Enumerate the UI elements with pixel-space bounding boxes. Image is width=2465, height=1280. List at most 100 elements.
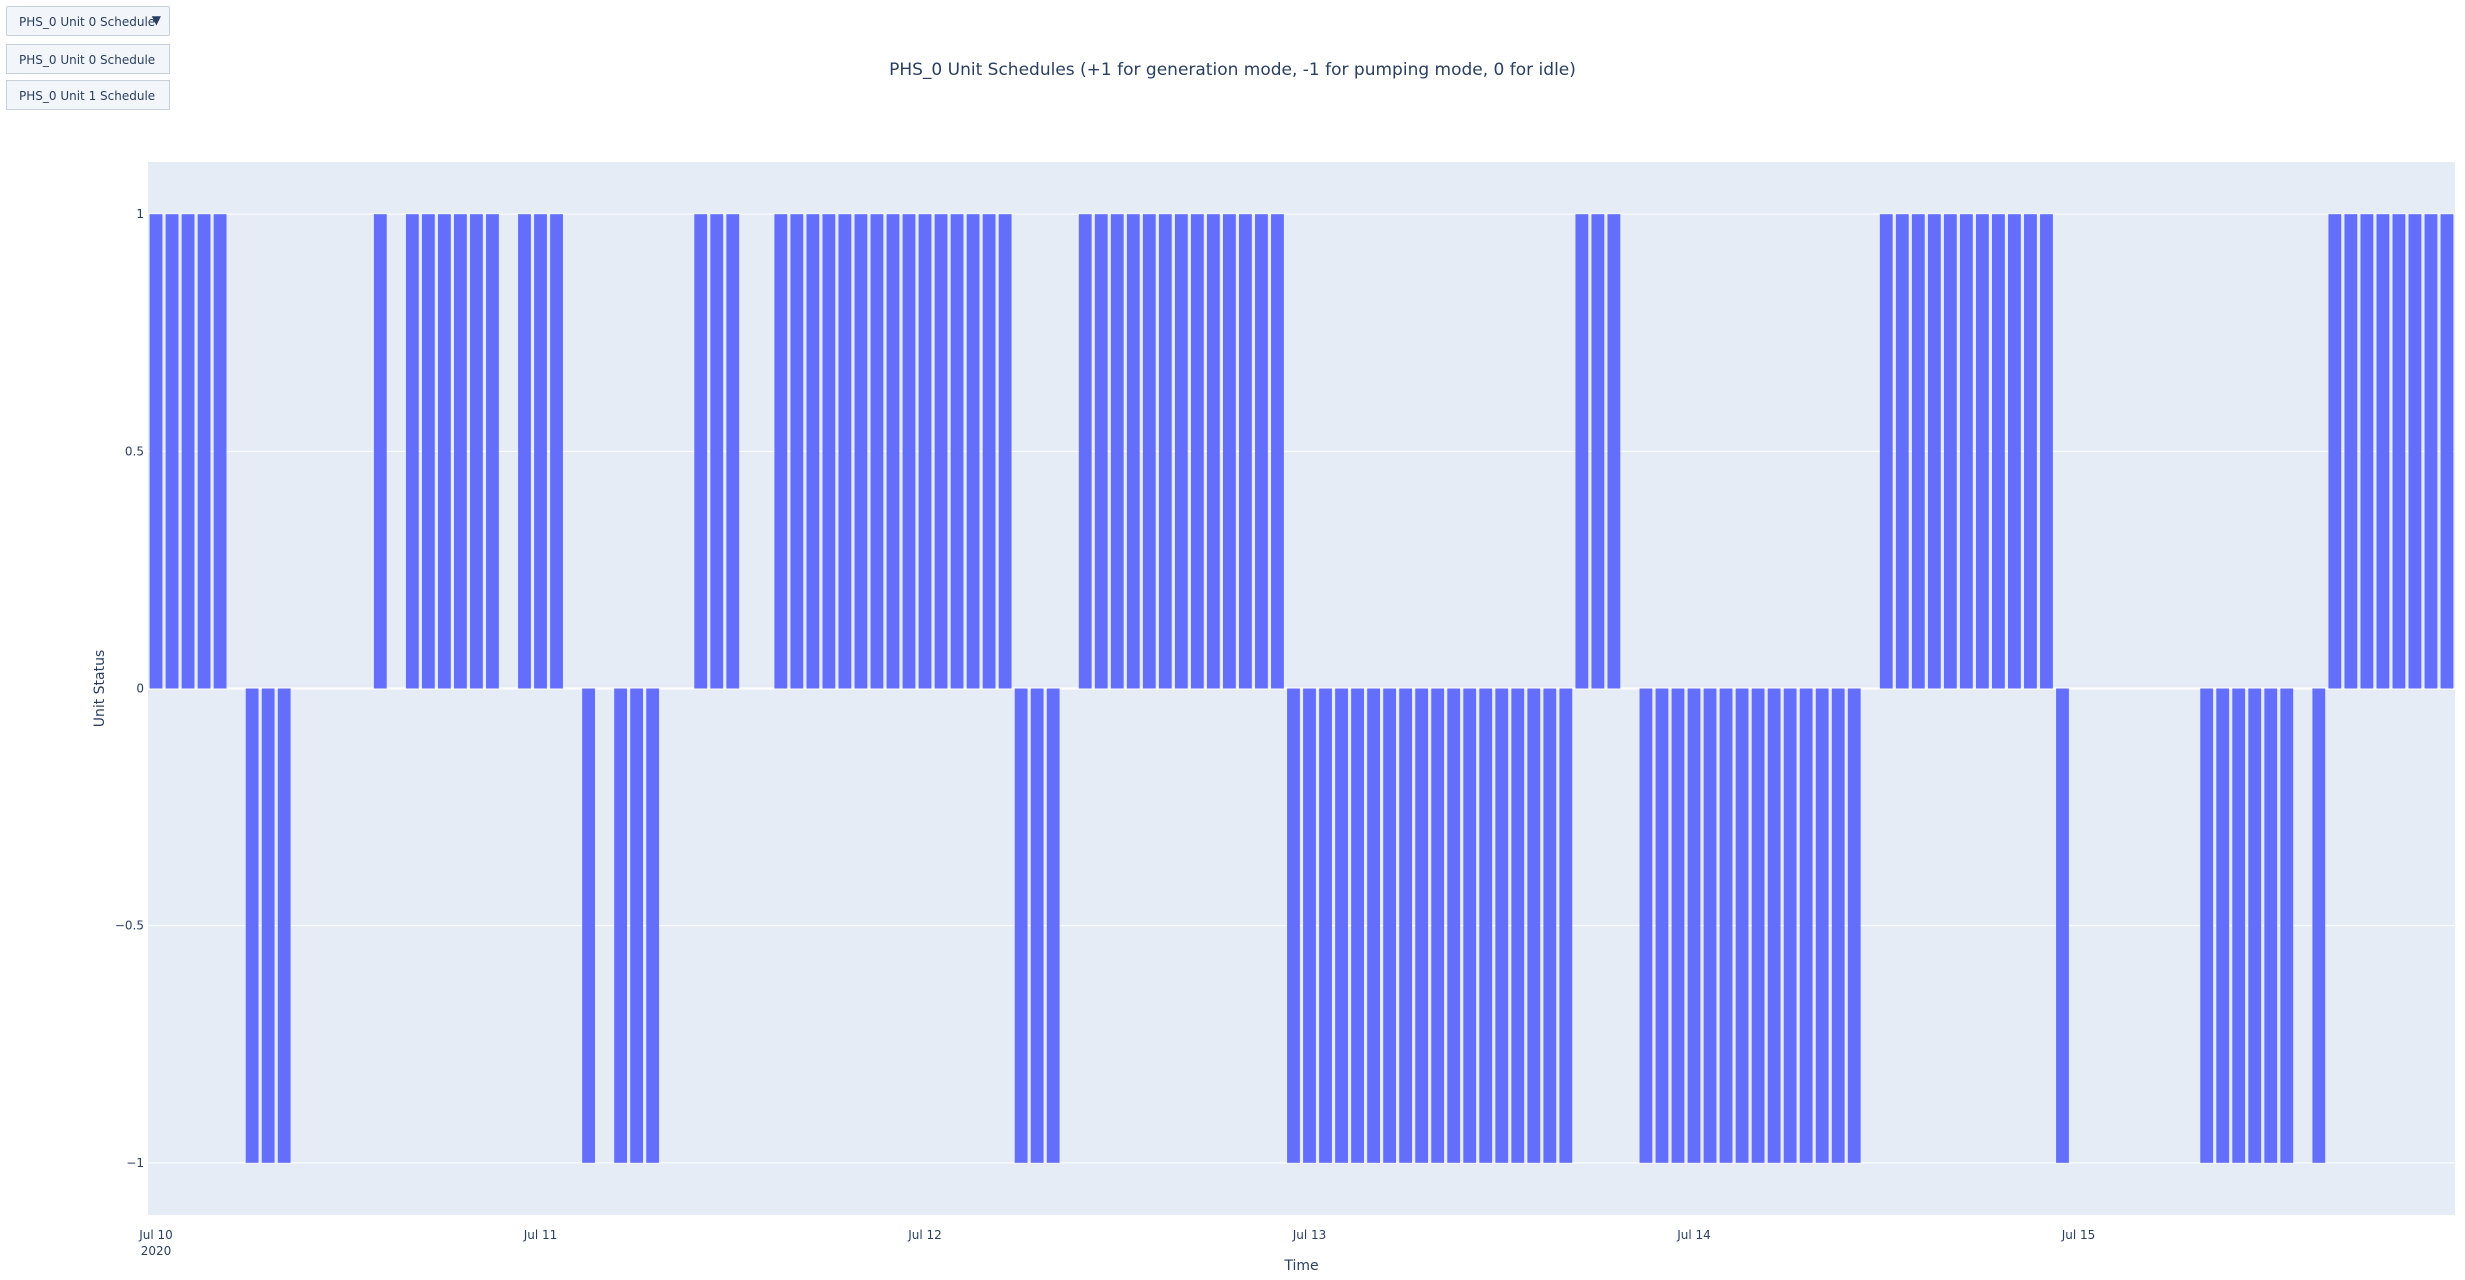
dropdown-option-label: PHS_0 Unit 1 Schedule [19, 89, 156, 103]
bar [421, 214, 435, 689]
bar [2264, 688, 2278, 1163]
bar [1351, 688, 1364, 1163]
bar [1479, 688, 1493, 1163]
bar [1527, 688, 1541, 1163]
bar [1287, 688, 1300, 1163]
chart-title: PHS_0 Unit Schedules (+1 for generation … [889, 60, 1576, 80]
dropdown-option-unit-1[interactable]: PHS_0 Unit 1 Schedule [6, 80, 170, 110]
bar [277, 688, 291, 1163]
bar [1687, 688, 1701, 1163]
bar [694, 214, 708, 689]
x-tick-sublabel: 2020 [141, 1244, 172, 1258]
bar [2024, 214, 2037, 689]
bar [1655, 688, 1669, 1163]
bar [1078, 214, 1092, 689]
x-tick-label: Jul 11 [523, 1228, 558, 1242]
bar [1239, 214, 1252, 689]
bar [1671, 688, 1685, 1163]
bar [1767, 688, 1781, 1163]
bar [1607, 214, 1621, 689]
bar [181, 214, 195, 689]
bar [2392, 214, 2406, 689]
bar [1511, 688, 1525, 1163]
schedule-dropdown[interactable]: PHS_0 Unit 0 Schedule ▼ [6, 6, 170, 36]
bar [726, 214, 740, 689]
bar [373, 214, 387, 689]
bar [1094, 214, 1108, 689]
bar [1719, 688, 1733, 1163]
bar [2312, 688, 2326, 1163]
bar [2440, 214, 2454, 689]
bar [774, 214, 788, 689]
bar [1415, 688, 1429, 1163]
bar [1575, 214, 1589, 689]
bar [2216, 688, 2230, 1163]
bar [261, 688, 275, 1163]
bar [1190, 214, 1204, 689]
x-axis-title: Time [1283, 1258, 1318, 1274]
bar [534, 214, 547, 689]
bar [1271, 214, 1284, 689]
bar [1174, 214, 1188, 689]
bar [2376, 214, 2390, 689]
x-tick-label: Jul 12 [907, 1228, 942, 1242]
dropdown-option-unit-0[interactable]: PHS_0 Unit 0 Schedule [6, 44, 170, 74]
bar [934, 214, 948, 689]
bar [1831, 688, 1845, 1163]
bar [646, 688, 660, 1163]
y-tick-label: 0 [136, 682, 144, 696]
bar [2360, 214, 2374, 689]
bar [1591, 214, 1605, 689]
bar [245, 688, 259, 1163]
bar [213, 214, 227, 689]
bar [1783, 688, 1797, 1163]
bar [2008, 214, 2021, 689]
bar [854, 214, 868, 689]
bar [453, 214, 467, 689]
bar [149, 214, 163, 689]
bar [2328, 214, 2342, 689]
bar [2056, 688, 2069, 1163]
bar [822, 214, 836, 689]
bar [1495, 688, 1509, 1163]
bar [1303, 688, 1316, 1163]
bar [918, 214, 932, 689]
x-tick-label: Jul 14 [1676, 1228, 1711, 1242]
bar [1559, 688, 1573, 1163]
bar [2232, 688, 2246, 1163]
bar [1703, 688, 1717, 1163]
bar [2344, 214, 2358, 689]
bar [582, 688, 595, 1163]
bar [1927, 214, 1941, 689]
x-tick-label: Jul 15 [2061, 1228, 2096, 1242]
bar [1030, 688, 1044, 1163]
bar [1639, 688, 1653, 1163]
bar [2408, 214, 2422, 689]
bar [1751, 688, 1765, 1163]
bar [2248, 688, 2262, 1163]
bar [1046, 688, 1060, 1163]
bar [1383, 688, 1397, 1163]
bar [870, 214, 884, 689]
bar [1943, 214, 1957, 689]
bar [1126, 214, 1140, 689]
bar [1014, 688, 1028, 1163]
bar [165, 214, 179, 689]
bar [1447, 688, 1461, 1163]
bar [1255, 214, 1268, 689]
bar [1110, 214, 1124, 689]
bar [1815, 688, 1829, 1163]
bar [2424, 214, 2438, 689]
dropdown-selected-label: PHS_0 Unit 0 Schedule [19, 15, 156, 29]
y-tick-label: 1 [136, 207, 144, 221]
x-tick-label: Jul 10 [138, 1228, 173, 1242]
bar [998, 214, 1012, 689]
bar [2200, 688, 2214, 1163]
bar [1367, 688, 1381, 1163]
bar [518, 214, 531, 689]
y-axis-title: Unit Status [92, 650, 108, 728]
bar [614, 688, 628, 1163]
bar [806, 214, 820, 689]
bar [437, 214, 451, 689]
bar [886, 214, 900, 689]
